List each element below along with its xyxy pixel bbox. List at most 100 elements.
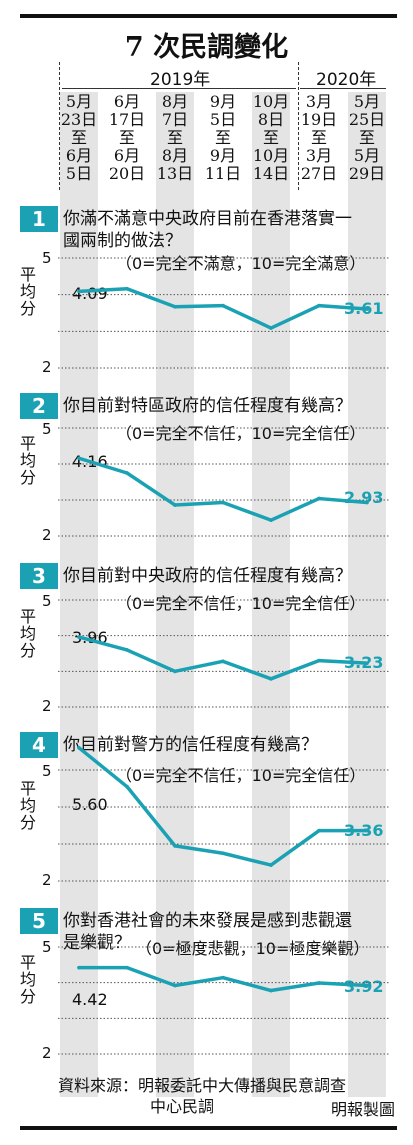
question-number-badge: 5 [20,908,58,934]
y-tick-2: 2 [42,871,52,889]
data-point [77,289,81,294]
series-line-segment [269,981,321,993]
survey-date: 8月 7日至 8月 13日 [156,92,194,183]
chart-title: 7 次民調變化 [124,32,289,63]
question-text: 你滿不滿意中央政府目前在香港落實一 [63,209,352,229]
series-line-segment [221,500,273,522]
question-number-badge: 3 [20,563,58,589]
survey-date: 5月 25日至 5月 29日 [348,92,386,183]
series-line-segment [77,746,129,789]
data-point [365,828,369,833]
data-point [221,975,225,980]
data-point [365,307,369,311]
year-label-2020: 2020年 [316,70,377,90]
series-line-segment [317,658,369,665]
question-text: 你目前對警方的信任程度有幾高？ [63,735,318,755]
series-line-segment [77,456,129,475]
data-point [317,981,321,985]
series-line-segment [269,496,321,522]
data-point [221,851,225,856]
data-point [221,303,225,308]
y-tick-5: 5 [42,420,52,438]
y-axis-label: 平均分 [20,265,37,318]
y-tick-5: 5 [42,592,52,610]
series-line-segment [173,500,225,507]
data-point [317,828,321,833]
scale-note: （0=完全不信任，10=完全信任） [116,424,366,443]
series-line-segment [317,303,369,311]
data-point [365,983,369,988]
data-point [317,658,321,663]
scale-note: （0=完全不信任，10=完全信任） [116,594,366,613]
series-line-segment [125,648,177,674]
series-line-segment [221,975,273,993]
question-text: 你對香港社會的未來發展是感到悲觀還 [63,911,352,931]
series-line-segment [317,496,369,505]
data-point [221,500,225,505]
column-band [252,92,290,1097]
data-point [125,471,129,475]
data-point [77,746,81,750]
question-number-badge: 4 [20,732,58,758]
y-tick-5: 5 [42,249,52,267]
series-line-segment [269,658,321,681]
survey-date: 9月 5日至 9月 11日 [204,92,242,183]
series-line-segment [221,303,273,330]
y-tick-5: 5 [42,762,52,780]
data-point [125,784,129,789]
y-tick-2: 2 [42,358,52,376]
y-tick-5: 5 [42,938,52,956]
data-point [125,287,129,291]
first-value-label: 4.42 [72,990,108,1009]
data-point [269,863,273,867]
data-point [173,983,177,988]
series-line-segment [317,981,369,988]
question-number-badge: 2 [20,393,58,419]
data-point [77,965,81,970]
survey-date: 10月 8日至 10月 14日 [252,92,290,183]
data-point [77,456,81,461]
series-line-segment [125,965,177,988]
scale-note: （0=完全不信任，10=完全信任） [116,766,366,785]
year-divider [298,62,299,190]
series-line-segment [173,303,225,309]
column-band [348,92,386,1097]
data-point [173,844,177,848]
data-point [221,659,225,664]
source-note: 資料來源：明報委託中大傳播與民意調查 中心民調 [58,1076,347,1116]
series-line-segment [77,635,129,652]
series-line-segment [173,844,225,855]
scale-note: （0=完全不滿意，10=完全滿意） [116,254,366,273]
question-text: 國兩制的做法？ [63,231,182,251]
question-text: 是樂觀？ [63,933,131,953]
data-point [269,988,273,993]
credit: 明報製圖 [330,1100,395,1119]
column-band [60,92,98,1097]
data-point [317,496,321,501]
year-divider [59,62,60,190]
y-axis-label: 平均分 [20,779,37,832]
data-point [173,669,177,674]
data-point [269,677,273,681]
data-point [269,326,273,330]
first-value-label: 5.60 [72,795,108,814]
data-point [77,635,81,639]
question-text: 你目前對特區政府的信任程度有幾高？ [63,396,352,416]
data-point [365,661,369,665]
top-rule [20,14,397,18]
data-point [173,503,177,507]
data-point [125,965,129,970]
question-text: 你目前對中央政府的信任程度有幾高？ [63,566,352,586]
data-point [269,518,273,522]
y-axis-label: 平均分 [20,434,37,487]
series-line-segment [125,471,177,507]
series-line-segment [173,975,225,988]
year-bracket-2020 [300,88,386,89]
y-axis-label: 平均分 [20,953,37,1006]
y-tick-2: 2 [42,697,52,715]
series-line-segment [77,287,129,294]
question-number-badge: 1 [20,206,58,232]
survey-date: 6月 17日至 6月 20日 [108,92,146,183]
